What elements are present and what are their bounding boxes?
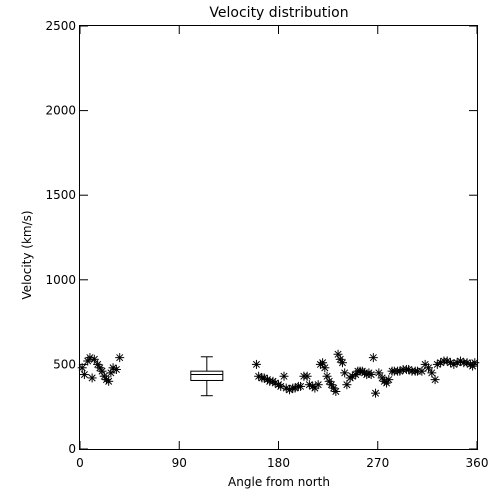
x-tick-label: 90 (172, 456, 187, 470)
data-point (77, 363, 87, 373)
data-point (302, 371, 312, 381)
y-tick-label: 2500 (45, 19, 76, 33)
data-point (455, 356, 465, 366)
data-point (304, 380, 314, 390)
data-point (79, 370, 89, 380)
data-point (279, 371, 289, 381)
data-point (342, 380, 352, 390)
data-point (427, 368, 437, 378)
y-tick-label: 0 (68, 442, 76, 456)
data-point (296, 381, 306, 391)
y-tick-label: 500 (53, 357, 76, 371)
data-point (313, 380, 323, 390)
y-tick-label: 1500 (45, 188, 76, 202)
data-point (115, 353, 125, 363)
data-point (374, 368, 384, 378)
x-ticks: 0 90 180 270 360 (76, 26, 488, 470)
data-point (104, 376, 114, 386)
box-iqr (190, 370, 224, 381)
y-ticks: 0 500 1000 1500 2000 2500 (45, 19, 477, 456)
x-tick-label: 270 (366, 456, 389, 470)
data-point (331, 386, 341, 396)
data-point (87, 373, 97, 383)
plot-frame (79, 25, 478, 450)
data-point (366, 370, 376, 380)
boxplot (190, 356, 224, 397)
data-points (77, 349, 480, 398)
x-tick-label: 0 (76, 456, 84, 470)
data-point (276, 381, 286, 391)
data-point (111, 364, 121, 374)
y-tick-label: 2000 (45, 104, 76, 118)
x-tick-label: 180 (267, 456, 290, 470)
chart-title: Velocity distribution (209, 5, 348, 21)
data-point (384, 375, 394, 385)
data-point (423, 363, 433, 373)
x-axis-label: Angle from north (228, 475, 330, 489)
data-point (89, 354, 99, 364)
data-point (320, 363, 330, 373)
data-point (470, 358, 480, 368)
data-point (337, 358, 347, 368)
y-tick-label: 1000 (45, 273, 76, 287)
data-point (251, 359, 261, 369)
data-point (430, 375, 440, 385)
data-point (368, 353, 378, 363)
data-point (371, 388, 381, 398)
x-tick-label: 360 (466, 456, 489, 470)
data-point (417, 366, 427, 376)
y-axis-label: Velocity (km/s) (20, 210, 34, 299)
